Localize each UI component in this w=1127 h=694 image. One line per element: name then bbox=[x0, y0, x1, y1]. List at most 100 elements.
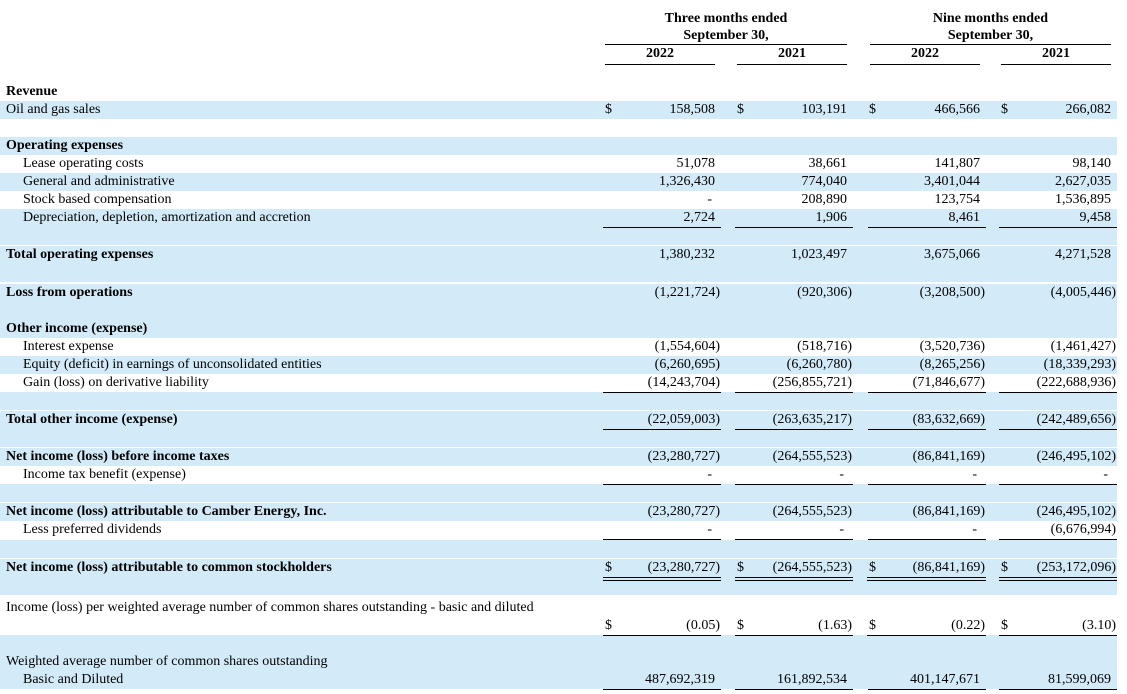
cell-value: (246,495,102) bbox=[1036, 504, 1116, 519]
cell-value: (3.10) bbox=[1082, 618, 1116, 633]
underline bbox=[735, 635, 853, 636]
row-stripe bbox=[0, 392, 1117, 410]
cell-value: 81,599,069 bbox=[1048, 672, 1111, 687]
row-stripe bbox=[0, 653, 1117, 671]
cell-value: (3,520,736) bbox=[919, 339, 985, 354]
underline bbox=[868, 392, 986, 393]
underline bbox=[603, 577, 721, 578]
year-header: 2021 bbox=[1042, 46, 1070, 61]
cell-value: (518,716) bbox=[797, 339, 852, 354]
cell-value: (23,280,727) bbox=[647, 449, 720, 464]
year-rule bbox=[605, 64, 715, 65]
year-rule bbox=[870, 64, 980, 65]
cell-value: (23,280,727) bbox=[647, 560, 720, 575]
row-label: Stock based compensation bbox=[23, 192, 172, 207]
underline bbox=[735, 689, 853, 690]
cell-value: (263,635,217) bbox=[772, 412, 852, 427]
underline bbox=[603, 580, 721, 581]
group-title: Three months ended bbox=[664, 11, 788, 26]
cell-value: 1,326,430 bbox=[659, 174, 715, 189]
currency-sign: $ bbox=[1001, 618, 1008, 633]
underline bbox=[603, 689, 721, 690]
row-label: Revenue bbox=[6, 84, 58, 99]
cell-value: - bbox=[972, 467, 977, 482]
cell-value: 208,890 bbox=[801, 192, 848, 207]
row-stripe bbox=[0, 320, 1117, 338]
row-stripe bbox=[0, 227, 1117, 245]
row-label: Oil and gas sales bbox=[6, 102, 101, 117]
underline bbox=[999, 227, 1117, 228]
cell-value: 774,040 bbox=[801, 174, 848, 189]
row-label: General and administrative bbox=[23, 174, 175, 189]
underline bbox=[603, 484, 721, 485]
cell-value: (86,841,169) bbox=[912, 449, 985, 464]
row-label: Net income (loss) attributable to common… bbox=[6, 560, 332, 575]
cell-value: 161,892,534 bbox=[777, 672, 847, 687]
underline bbox=[735, 227, 853, 228]
row-stripe bbox=[0, 559, 1117, 577]
row-stripe bbox=[0, 209, 1117, 227]
group-title: Nine months ended bbox=[932, 11, 1049, 26]
cell-value: 51,078 bbox=[676, 156, 716, 171]
cell-value: (8,265,256) bbox=[919, 357, 985, 372]
row-label: Income tax benefit (expense) bbox=[23, 467, 186, 482]
currency-sign: $ bbox=[605, 618, 612, 633]
row-label: Equity (deficit) in earnings of unconsol… bbox=[23, 357, 322, 372]
row-stripe bbox=[0, 484, 1117, 502]
row-label: Total operating expenses bbox=[6, 247, 154, 262]
cell-value: 3,401,044 bbox=[924, 174, 980, 189]
row-stripe bbox=[0, 246, 1117, 264]
row-label: Loss from operations bbox=[6, 285, 133, 300]
cell-value: 487,692,319 bbox=[645, 672, 715, 687]
cell-value: 38,661 bbox=[808, 156, 848, 171]
currency-sign: $ bbox=[1001, 560, 1008, 575]
currency-sign: $ bbox=[605, 102, 612, 117]
cell-value: - bbox=[972, 522, 977, 537]
cell-value: (1,554,604) bbox=[654, 339, 720, 354]
row-label: Total other income (expense) bbox=[6, 412, 178, 427]
cell-value: 123,754 bbox=[934, 192, 981, 207]
row-label: Lease operating costs bbox=[23, 156, 144, 171]
cell-value: - bbox=[707, 192, 712, 207]
currency-sign: $ bbox=[869, 618, 876, 633]
currency-sign: $ bbox=[1001, 102, 1008, 117]
cell-value: - bbox=[839, 467, 844, 482]
underline bbox=[999, 539, 1117, 540]
cell-value: (22,059,003) bbox=[647, 412, 720, 427]
cell-value: (264,555,523) bbox=[772, 560, 852, 575]
underline bbox=[868, 539, 986, 540]
row-stripe bbox=[0, 173, 1117, 191]
row-stripe bbox=[0, 429, 1117, 447]
cell-value: (6,260,780) bbox=[786, 357, 852, 372]
cell-value: (1,221,724) bbox=[654, 285, 720, 300]
cell-value: 466,566 bbox=[934, 102, 981, 117]
cell-value: (253,172,096) bbox=[1036, 560, 1116, 575]
year-header: 2021 bbox=[778, 46, 806, 61]
underline bbox=[735, 429, 853, 430]
row-stripe bbox=[0, 540, 1117, 558]
cell-value: 1,906 bbox=[815, 210, 848, 225]
underline bbox=[999, 635, 1117, 636]
cell-value: (0.05) bbox=[686, 618, 720, 633]
row-label: Operating expenses bbox=[6, 138, 124, 153]
cell-value: (1,461,427) bbox=[1050, 339, 1116, 354]
row-label: Less preferred dividends bbox=[23, 522, 162, 537]
row-stripe bbox=[0, 137, 1117, 155]
row-stripe bbox=[0, 264, 1117, 282]
underline bbox=[603, 392, 721, 393]
cell-value: 98,140 bbox=[1072, 156, 1112, 171]
cell-value: (18,339,293) bbox=[1043, 357, 1116, 372]
group-period: September 30, bbox=[683, 28, 769, 43]
header-rule bbox=[870, 44, 1111, 45]
cell-value: (4,005,446) bbox=[1050, 285, 1116, 300]
underline bbox=[603, 429, 721, 430]
cell-value: 2,724 bbox=[683, 210, 716, 225]
row-stripe bbox=[0, 302, 1117, 320]
cell-value: (3,208,500) bbox=[919, 285, 985, 300]
cell-value: (1.63) bbox=[818, 618, 852, 633]
group-period: September 30, bbox=[947, 28, 1034, 43]
cell-value: 141,807 bbox=[934, 156, 981, 171]
underline bbox=[999, 580, 1117, 581]
cell-value: (246,495,102) bbox=[1036, 449, 1116, 464]
